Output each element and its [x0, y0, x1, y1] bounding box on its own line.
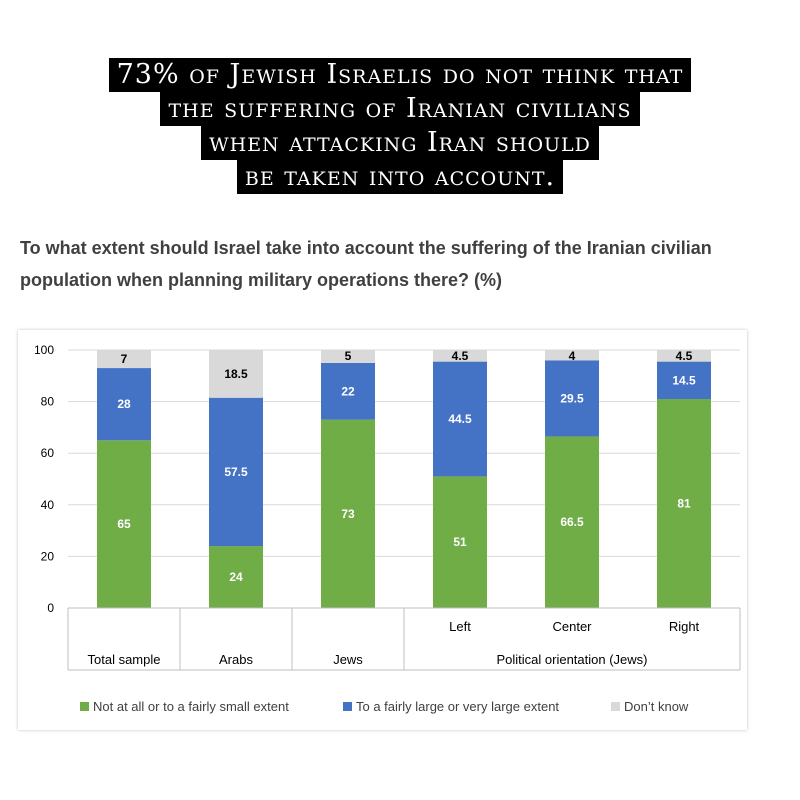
bar-segment-3-3 — [321, 350, 375, 363]
data-label-1-5: 66.5 — [560, 515, 584, 529]
headline-line-1: 73% of Jewish Israelis do not think that — [108, 58, 692, 92]
chart-question: To what extent should Israel take into a… — [20, 238, 712, 290]
bar-segment-1-5 — [545, 436, 599, 608]
data-label-3-2: 18.5 — [224, 367, 248, 381]
data-label-3-5: 4 — [569, 349, 576, 363]
y-tick-label-80: 80 — [41, 395, 55, 409]
legend-label-1: Not at all or to a fairly small extent — [93, 699, 289, 714]
data-label-1-2: 24 — [229, 570, 243, 584]
data-label-2-2: 57.5 — [224, 465, 248, 479]
headline-line-4: be taken into account. — [236, 160, 564, 194]
legend-swatch-2 — [343, 702, 352, 711]
x-tick-label-2: Arabs — [219, 652, 253, 667]
y-tick-label-20: 20 — [41, 549, 55, 563]
y-tick-label-100: 100 — [34, 343, 54, 357]
data-label-3-4: 4.5 — [452, 349, 469, 363]
headline-line-2: the suffering of Iranian civilians — [160, 92, 640, 126]
y-tick-label-0: 0 — [47, 601, 54, 615]
x-tick-label-4: Left — [449, 619, 471, 634]
legend-swatch-1 — [80, 702, 89, 711]
x-tick-label-6: Right — [669, 619, 700, 634]
legend-swatch-3 — [611, 702, 620, 711]
data-label-2-5: 29.5 — [560, 391, 584, 405]
legend-label-3: Don’t know — [624, 699, 689, 714]
stacked-bar-chart: 020406080100652872457.518.5732255144.54.… — [34, 343, 741, 714]
bar-segment-2-5 — [545, 360, 599, 437]
bar-segment-3-1 — [97, 350, 151, 369]
bar-segment-1-1 — [97, 440, 151, 608]
data-label-2-1: 28 — [117, 397, 131, 411]
bar-segment-2-4 — [433, 361, 487, 477]
legend-label-2: To a fairly large or very large extent — [356, 699, 559, 714]
bar-segment-3-5 — [545, 350, 599, 361]
data-label-1-4: 51 — [453, 535, 467, 549]
data-label-3-6: 4.5 — [676, 349, 693, 363]
data-label-1-1: 65 — [117, 517, 131, 531]
bar-segment-2-2 — [209, 397, 263, 547]
x-group-label: Political orientation (Jews) — [496, 652, 647, 667]
bar-segment-2-3 — [321, 362, 375, 420]
bar-segment-2-1 — [97, 368, 151, 441]
chart-frame: 0 20 40 60 80 100 65 28 7 24 57.5 18.5 73 22 5 51 44.5 4.… — [18, 330, 747, 730]
bar-segment-1-4 — [433, 476, 487, 608]
data-label-2-3: 22 — [341, 384, 355, 398]
bar-segment-2-6 — [657, 361, 711, 400]
y-tick-label-40: 40 — [41, 498, 55, 512]
bar-segment-3-2 — [209, 350, 263, 398]
bar-segment-3-6 — [657, 350, 711, 362]
bar-segment-3-4 — [433, 350, 487, 362]
data-label-3-1: 7 — [121, 352, 128, 366]
x-tick-label-5: Center — [552, 619, 592, 634]
data-label-1-6: 81 — [677, 497, 691, 511]
headline: 73% of Jewish Israelis do not think that… — [0, 58, 800, 194]
bar-segment-1-2 — [209, 546, 263, 608]
data-label-3-3: 5 — [345, 349, 352, 363]
x-tick-label-1: Total sample — [88, 652, 161, 667]
bar-segment-1-6 — [657, 399, 711, 608]
x-tick-label-3: Jews — [333, 652, 363, 667]
data-label-2-6: 14.5 — [672, 373, 696, 387]
data-label-1-3: 73 — [341, 507, 355, 521]
headline-line-3: when attacking Iran should — [201, 126, 599, 160]
y-tick-label-60: 60 — [41, 446, 55, 460]
bar-segment-1-3 — [321, 419, 375, 608]
data-label-2-4: 44.5 — [448, 412, 472, 426]
